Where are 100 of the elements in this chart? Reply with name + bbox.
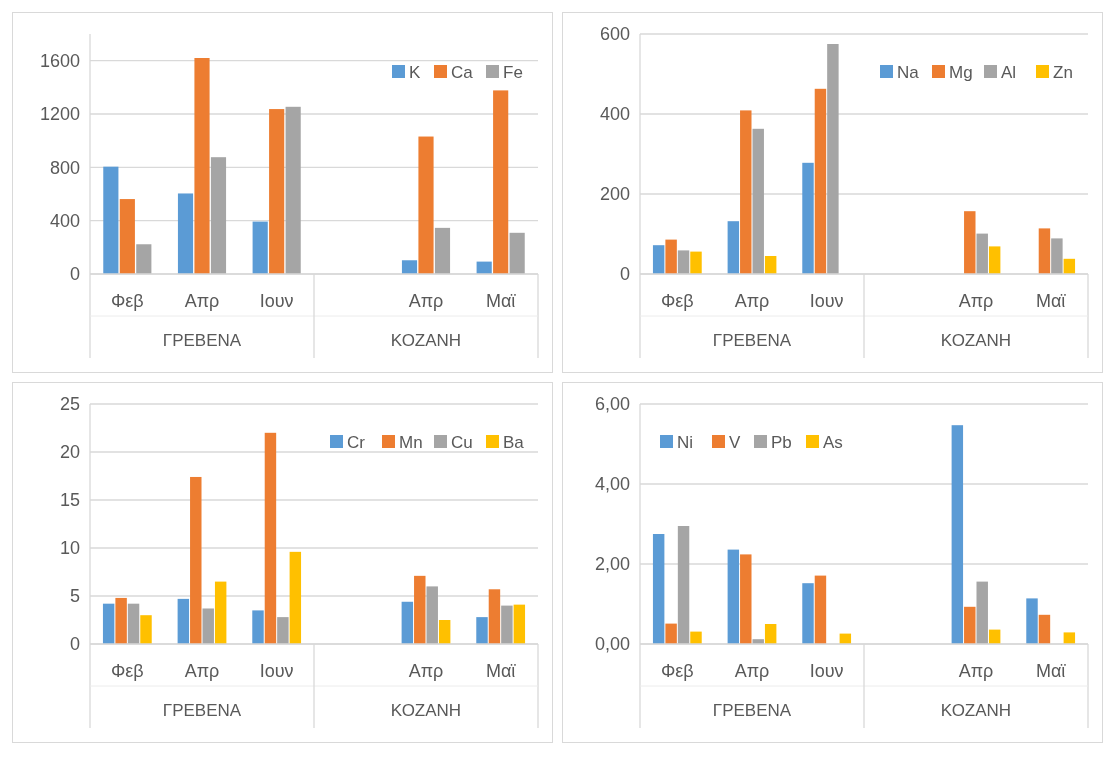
x-tick-label: Ιουν (259, 661, 294, 682)
legend-label: Al (1001, 62, 1017, 82)
bar (513, 604, 526, 644)
bar (509, 232, 525, 274)
y-tick-label: 20 (59, 442, 80, 463)
bar (136, 244, 152, 274)
legend-label: Ba (503, 432, 525, 452)
bar (727, 549, 740, 644)
x-tick-label: Ιουν (259, 291, 294, 312)
bar (677, 250, 690, 274)
x-tick-label: Μαϊ (1035, 291, 1067, 312)
bar (177, 598, 190, 644)
bar (1063, 632, 1076, 644)
y-tick-label: 1200 (39, 104, 80, 125)
text: ΓΡΕΒΕΝΑ (162, 700, 242, 720)
text: ΚΟΖΑΝΗ (390, 330, 462, 350)
x-tick-label: Απρ (184, 291, 220, 312)
text: ΓΡΕΒΕΝΑ (712, 700, 792, 720)
legend-label: Ca (451, 62, 474, 82)
bar (264, 432, 277, 644)
bar (414, 575, 426, 644)
bar (652, 245, 665, 274)
bar (802, 162, 814, 274)
y-tick-label: 400 (49, 210, 80, 231)
bar (140, 615, 152, 644)
x-tick-label: Φεβ (660, 661, 694, 682)
y-tick-label: 0,00 (594, 634, 630, 655)
bar (964, 211, 976, 274)
bar (177, 193, 194, 274)
y-tick-label: 0 (619, 264, 630, 285)
x-tick-label: Μαϊ (1035, 661, 1067, 682)
x-tick-label: Φεβ (110, 661, 144, 682)
bar (677, 526, 690, 644)
bar (964, 606, 976, 644)
y-tick-label: 4,00 (594, 474, 630, 495)
x-tick-label: Φεβ (110, 291, 144, 312)
bar (752, 128, 764, 274)
y-tick-label: 800 (49, 157, 80, 178)
x-tick-label: Απρ (408, 291, 444, 312)
bar (426, 586, 438, 644)
bar (814, 88, 827, 274)
y-tick-label: 600 (599, 24, 630, 45)
bar (802, 583, 814, 644)
x-tick-label: Απρ (734, 291, 770, 312)
bar (690, 251, 702, 274)
bar (976, 233, 988, 274)
bar (1051, 238, 1063, 274)
bar (401, 601, 414, 644)
bar (438, 620, 451, 644)
bar (418, 136, 434, 274)
bar (665, 623, 677, 644)
legend-label: Mn (399, 432, 423, 452)
x-tick-label: Φεβ (660, 291, 694, 312)
bar (1038, 614, 1051, 644)
x-tick-label: Μαϊ (485, 661, 517, 682)
bar (194, 58, 210, 274)
text: ΚΟΖΑΝΗ (940, 330, 1012, 350)
x-tick-label: Ιουν (809, 661, 844, 682)
bar (202, 608, 214, 644)
bar (289, 551, 302, 644)
bar (727, 221, 740, 274)
legend-label: K (409, 62, 421, 82)
text: ΓΡΕΒΕΝΑ (162, 330, 242, 350)
legend-label: V (729, 432, 741, 452)
bar (988, 246, 1001, 274)
y-tick-label: 2,00 (594, 554, 630, 575)
bar (127, 603, 140, 644)
bar (740, 110, 752, 274)
bar (103, 166, 119, 274)
y-tick-label: 400 (599, 104, 630, 125)
bar (115, 597, 127, 644)
bar (764, 624, 777, 644)
bar (1038, 228, 1051, 274)
y-tick-label: 1600 (39, 50, 80, 71)
text: ΚΟΖΑΝΗ (390, 700, 462, 720)
bar (252, 221, 268, 274)
bar (269, 109, 285, 274)
bar (285, 106, 301, 274)
x-tick-label: Μαϊ (485, 291, 517, 312)
legend-label: Na (897, 62, 920, 82)
bar (501, 605, 513, 644)
x-tick-label: Απρ (184, 661, 220, 682)
bar (488, 589, 501, 644)
y-tick-label: 10 (59, 538, 80, 559)
bar (214, 581, 227, 644)
bar (476, 617, 488, 644)
y-tick-label: 15 (59, 490, 80, 511)
bar (665, 239, 677, 274)
legend-label: Mg (949, 62, 973, 82)
legend-label: Pb (771, 432, 792, 452)
legend-label: Cr (347, 432, 366, 452)
bar (652, 534, 665, 644)
y-tick-label: 5 (69, 586, 80, 607)
bar (401, 260, 418, 274)
bar (252, 610, 264, 644)
legend-label: Fe (503, 62, 523, 82)
x-tick-label: Απρ (734, 661, 770, 682)
bar (210, 157, 227, 274)
y-tick-label: 25 (59, 394, 80, 415)
x-tick-label: Απρ (958, 661, 994, 682)
